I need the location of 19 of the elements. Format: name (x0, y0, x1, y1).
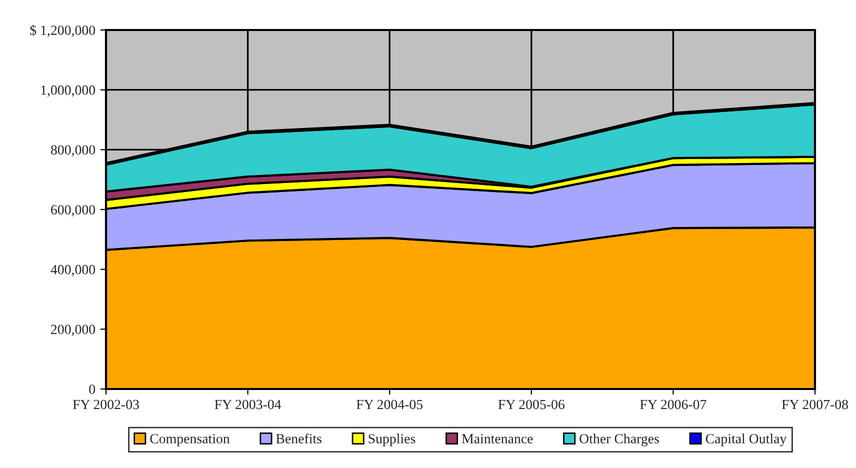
legend-label: Capital Outlay (706, 434, 787, 446)
y-tick-label: $ 1,200,000 (30, 24, 96, 37)
y-tick-label: 400,000 (50, 264, 96, 276)
x-tick-label: FY 2004-05 (356, 400, 423, 410)
legend-label: Benefits (276, 433, 322, 444)
y-tick-label: 200,000 (51, 324, 96, 336)
x-tick-label: FY 2003-04 (214, 400, 282, 410)
x-tick-label: FY 2007-08 (782, 400, 848, 410)
x-tick-label: FY 2005-06 (498, 400, 564, 410)
legend-label: Supplies (368, 434, 416, 446)
y-tick-label: 1,000,000 (41, 85, 96, 97)
y-tick-label: 800,000 (50, 145, 96, 157)
y-tick-label: 600,000 (51, 205, 96, 216)
legend-label: Compensation (150, 434, 230, 446)
x-tick-label: FY 2002-03 (72, 400, 139, 410)
legend-label: Maintenance (462, 434, 533, 444)
y-tick-label: 0 (89, 384, 96, 394)
x-tick-label: FY 2006-07 (640, 400, 706, 410)
legend-label: Other Charges (580, 434, 659, 446)
